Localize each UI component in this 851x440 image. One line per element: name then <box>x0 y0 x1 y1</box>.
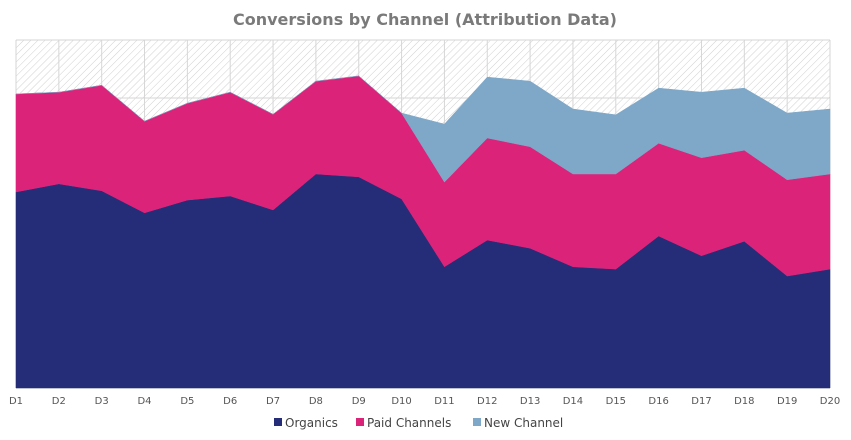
x-tick-label: D10 <box>391 396 411 407</box>
legend-label: Paid Channels <box>367 416 451 430</box>
legend-item: Organics <box>274 416 338 430</box>
x-tick-label: D5 <box>180 396 194 407</box>
x-tick-label: D4 <box>137 396 151 407</box>
x-tick-label: D3 <box>95 396 109 407</box>
legend-swatch <box>356 418 364 426</box>
x-tick-label: D13 <box>520 396 540 407</box>
series-areas <box>15 75 831 389</box>
x-tick-label: D9 <box>352 396 366 407</box>
x-tick-label: D12 <box>477 396 497 407</box>
x-tick-label: D15 <box>606 396 626 407</box>
x-axis-ticks: D1 D2 D3 D4 D5 D6 D7 D8 D9 D10 D11 D12 D13 D14 D15 D16 D… <box>9 396 840 407</box>
x-tick-label: D18 <box>734 396 754 407</box>
x-tick-label: D20 <box>820 396 840 407</box>
chart-title: Conversions by Channel (Attribution Data… <box>233 10 617 29</box>
legend-item: New Channel <box>473 416 563 430</box>
legend: Organics Paid Channels New Channel <box>274 416 563 430</box>
area-new-channel <box>15 75 831 183</box>
x-tick-label: D1 <box>9 396 23 407</box>
legend-label: Organics <box>285 416 338 430</box>
x-tick-label: D6 <box>223 396 237 407</box>
x-tick-label: D17 <box>691 396 711 407</box>
x-tick-label: D8 <box>309 396 323 407</box>
x-tick-label: D7 <box>266 396 280 407</box>
x-tick-label: D14 <box>563 396 583 407</box>
legend-swatch <box>274 418 282 426</box>
legend-label: New Channel <box>484 416 563 430</box>
x-tick-label: D11 <box>434 396 454 407</box>
x-tick-label: D19 <box>777 396 797 407</box>
x-tick-label: D2 <box>52 396 66 407</box>
legend-swatch <box>473 418 481 426</box>
x-tick-label: D16 <box>648 396 668 407</box>
legend-item: Paid Channels <box>356 416 451 430</box>
